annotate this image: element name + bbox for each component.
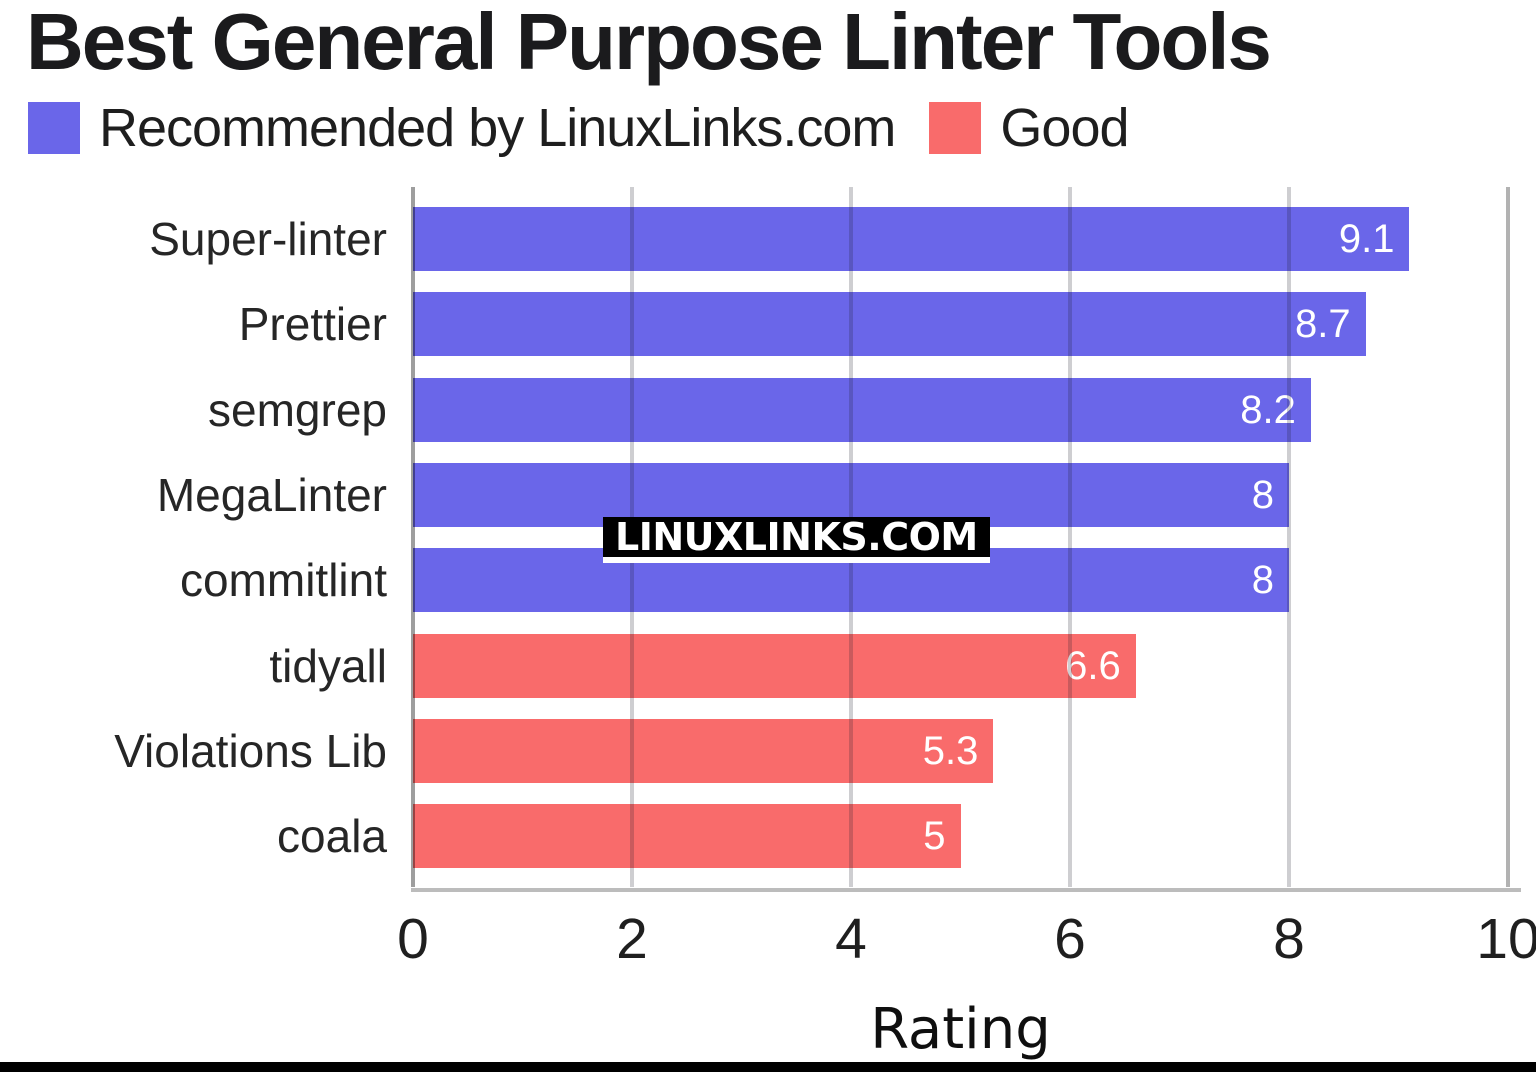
category-label: MegaLinter: [156, 468, 387, 521]
legend-label: Recommended by LinuxLinks.com: [99, 98, 896, 158]
legend-swatch: [28, 102, 80, 154]
category-label: semgrep: [208, 383, 387, 436]
bar-value-label: 9.1: [1338, 217, 1395, 261]
bar-value-label: 6.6: [1065, 643, 1121, 688]
bar: 5.3: [413, 718, 994, 783]
x-tick-label: 6: [1054, 907, 1086, 971]
bar-value-label: 8.7: [1295, 302, 1351, 347]
legend-label: Good: [1000, 98, 1129, 158]
bar-value-label: 5: [923, 814, 946, 859]
bar: 8.2: [413, 377, 1311, 442]
axis-line-left: [411, 187, 415, 887]
x-axis-line: [411, 888, 1521, 892]
grid-line: [1068, 187, 1072, 887]
x-ticks: 0 2 4 6 8 10: [397, 907, 1536, 971]
bar: 9.1: [413, 207, 1410, 271]
axis-line-right: [1506, 187, 1510, 887]
category-label: coala: [277, 810, 387, 863]
bar: 5: [413, 804, 961, 869]
row-labels: Super-linter Prettier semgrep MegaLinter com…: [0, 187, 400, 887]
x-tick-label: 10: [1476, 907, 1536, 971]
legend-swatch: [929, 102, 982, 154]
bar: 8: [413, 462, 1289, 527]
x-tick-label: 4: [835, 907, 867, 971]
legend-item: Recommended by LinuxLinks.com: [28, 97, 896, 159]
bar-value-label: 8.2: [1240, 387, 1296, 432]
x-axis-label: Rating: [870, 997, 1051, 1062]
category-label: tidyall: [269, 639, 387, 692]
bar: 8.7: [413, 292, 1366, 357]
watermark: LINUXLINKS.COM: [603, 517, 990, 563]
legend: Recommended by LinuxLinks.com Good: [28, 97, 1163, 159]
x-tick-label: 8: [1273, 907, 1305, 971]
grid-line: [1287, 187, 1291, 887]
bar-value-label: 5.3: [922, 728, 979, 773]
x-tick-label: 0: [397, 907, 429, 971]
legend-item: Good: [929, 97, 1130, 159]
category-label: Violations Lib: [114, 724, 387, 777]
bar-value-label: 8: [1251, 472, 1274, 517]
category-label: Super-linter: [149, 213, 387, 265]
bottom-strip: [0, 1062, 1536, 1072]
category-label: commitlint: [179, 554, 387, 607]
bar: 6.6: [413, 633, 1136, 698]
bar-value-label: 8: [1251, 558, 1274, 603]
page-title: Best General Purpose Linter Tools: [26, 0, 1272, 86]
x-tick-label: 2: [616, 907, 648, 971]
category-label: Prettier: [238, 298, 387, 351]
